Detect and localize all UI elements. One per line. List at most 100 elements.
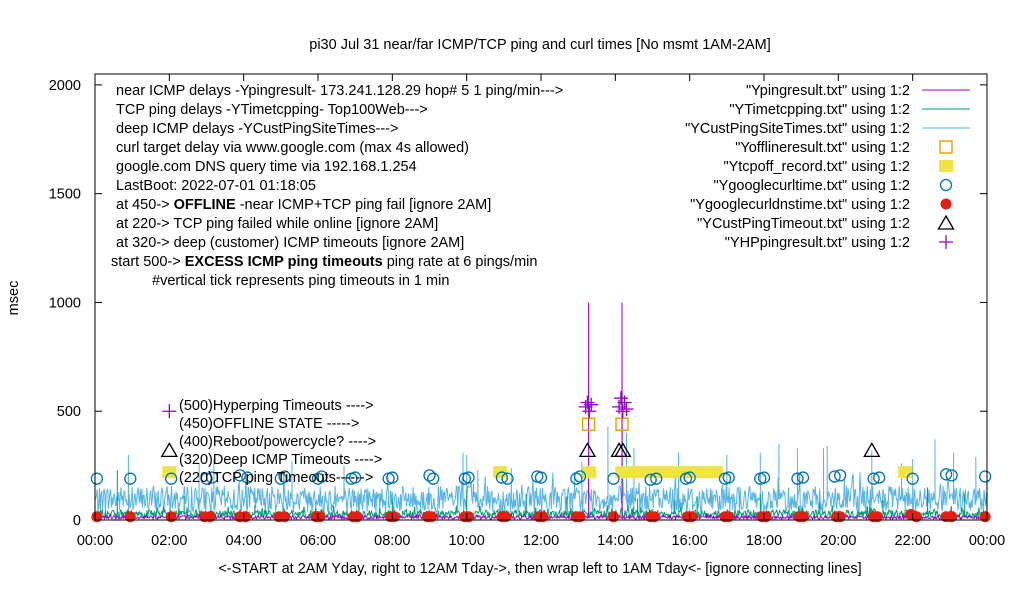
data-point	[537, 511, 549, 523]
data-point	[945, 469, 958, 482]
data-point	[427, 472, 440, 485]
y-tick-label: 1000	[49, 295, 81, 311]
legend-swatch	[940, 198, 952, 210]
data-point	[906, 472, 919, 485]
info-line-pre: start 500->	[111, 254, 185, 270]
data-point	[241, 471, 254, 484]
data-point	[162, 404, 177, 419]
data-point	[939, 468, 953, 481]
level-label: (400)Reboot/powercycle? ---->	[179, 434, 376, 450]
x-tick-labels: 00:00 02:00 04:00 06:00 08:00 10:00 12:00 14:00…	[77, 533, 1005, 549]
data-point	[495, 471, 509, 484]
data-point	[723, 511, 735, 523]
data-point	[644, 473, 657, 486]
data-point	[617, 395, 632, 410]
legend-entry: "Yofflineresult.txt" using 1:2	[735, 140, 953, 156]
data-point	[534, 471, 548, 484]
legend-entry: "YCustPingSiteTimes.txt" using 1:2	[685, 121, 970, 137]
x-axis-label: <-START at 2AM Yday, right to 12AM Tday-…	[218, 561, 861, 577]
tick-marks	[94, 74, 988, 521]
level-labels: (500)Hyperping Timeouts ----> (450)OFFLIN…	[179, 398, 382, 486]
data-point	[124, 511, 136, 523]
y-tick-label: 0	[73, 513, 81, 529]
x-tick-label: 18:00	[746, 533, 782, 549]
x-tick-label: 06:00	[300, 533, 336, 549]
legend-label: "Ytcpoff_record.txt" using 1:2	[723, 159, 910, 175]
legend: "Ypingresult.txt" using 1:2 "YTimetcpping…	[685, 83, 970, 251]
y-tick-labels: 0 500 1000 1500 2000	[49, 78, 81, 529]
data-point	[314, 511, 326, 523]
data-point	[898, 466, 913, 479]
data-point	[578, 442, 597, 458]
legend-label: "Yofflineresult.txt" using 1:2	[735, 140, 910, 156]
info-annotations: near ICMP delays -Ypingresult- 173.241.1…	[111, 83, 563, 289]
data-point	[582, 404, 597, 419]
data-point	[946, 511, 958, 523]
info-line: #vertical tick represents ping timeouts …	[152, 273, 449, 289]
data-point	[160, 442, 178, 458]
legend-label: "YCustPingTimeout.txt" using 1:2	[697, 216, 910, 232]
info-line: at 220-> TCP ping failed while online [i…	[116, 216, 438, 232]
x-tick-label: 12:00	[523, 533, 559, 549]
x-tick-label: 22:00	[895, 533, 931, 549]
data-point	[584, 397, 599, 412]
data-point	[757, 471, 771, 484]
level-label: (450)OFFLINE STATE ----->	[179, 416, 359, 432]
legend-entry: "YCustPingTimeout.txt" using 1:2	[697, 214, 955, 232]
chart-title: pi30 Jul 31 near/far ICMP/TCP ping and c…	[309, 37, 770, 53]
data-point	[423, 469, 436, 482]
data-point	[607, 511, 619, 523]
info-line-post: -near ICMP+TCP ping fail [ignore 2AM]	[236, 197, 492, 213]
legend-entry: "Ygooglecurltime.txt" using 1:2	[714, 178, 953, 194]
data-point	[278, 470, 291, 483]
info-line: LastBoot: 2022-07-01 01:18:05	[116, 178, 316, 194]
y-axis-label: msec	[6, 281, 22, 316]
legend-label: "YTimetcpping.txt" using 1:2	[729, 102, 910, 118]
data-point	[683, 471, 696, 484]
info-line-pre: at 450->	[116, 197, 174, 213]
data-point	[573, 470, 587, 483]
data-point	[279, 511, 291, 523]
legend-entry: "YHPpingresult.txt" using 1:2	[725, 235, 953, 251]
info-line-post: ping rate at 6 pings/min	[383, 254, 538, 270]
data-point	[873, 471, 886, 484]
data-point	[124, 472, 137, 485]
data-point	[978, 470, 992, 483]
info-line: start 500-> EXCESS ICMP ping timeouts pi…	[111, 254, 537, 270]
legend-swatch	[939, 160, 953, 172]
info-line: near ICMP delays -Ypingresult- 173.241.1…	[116, 83, 563, 99]
data-point	[165, 472, 178, 485]
data-point	[580, 395, 595, 410]
data-point	[388, 511, 400, 523]
data-point	[910, 511, 922, 523]
data-point	[834, 469, 847, 482]
info-line: deep ICMP delays -YCustPingSiteTimes--->	[116, 121, 398, 137]
data-point	[867, 472, 880, 485]
data-point	[797, 511, 809, 523]
data-point	[581, 417, 596, 431]
x-tick-label: 08:00	[374, 533, 410, 549]
legend-swatch	[939, 178, 953, 192]
level-label: (500)Hyperping Timeouts ---->	[179, 398, 374, 414]
data-point	[90, 472, 104, 485]
legend-swatch	[939, 140, 953, 154]
x-tick-label: 20:00	[820, 533, 856, 549]
series-band	[615, 466, 724, 479]
plot-area	[90, 302, 992, 523]
info-line-bold: EXCESS ICMP ping timeouts	[185, 254, 383, 270]
info-line-bold: OFFLINE	[174, 197, 236, 213]
data-point	[200, 472, 213, 485]
data-point	[796, 471, 810, 484]
data-point	[648, 511, 660, 523]
info-line: google.com DNS query time via 192.168.1.…	[116, 159, 417, 175]
data-point	[834, 511, 846, 523]
legend-label: "YHPpingresult.txt" using 1:2	[725, 235, 910, 251]
level-label: (220)TCP ping Timeouts------>	[179, 470, 373, 486]
data-point	[582, 466, 597, 479]
y-tick-label: 1500	[49, 187, 81, 203]
y-tick-label: 2000	[49, 78, 81, 94]
data-point	[204, 511, 216, 523]
legend-entry: "YTimetcpping.txt" using 1:2	[729, 102, 970, 118]
data-point	[205, 471, 219, 484]
